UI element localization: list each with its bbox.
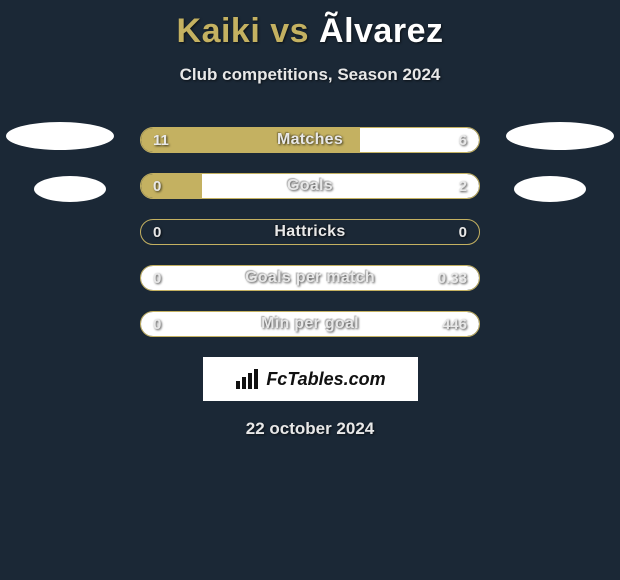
stat-row: 0446Min per goal (140, 311, 480, 337)
stat-row: 02Goals (140, 173, 480, 199)
comparison-title: Kaiki vs Ãlvarez (0, 0, 620, 51)
player1-name: Kaiki (177, 12, 261, 50)
decor-ellipse (506, 122, 614, 150)
source-badge-text: FcTables.com (266, 369, 385, 390)
comparison-chart: 116Matches 02Goals 00Hattricks 00.33Goals p… (140, 127, 480, 337)
stat-label: Hattricks (141, 220, 479, 244)
stat-row: 00.33Goals per match (140, 265, 480, 291)
vs-text: vs (270, 12, 309, 50)
source-badge: FcTables.com (203, 357, 418, 401)
decor-ellipse (6, 122, 114, 150)
stat-label: Min per goal (141, 312, 479, 336)
player2-name: Ãlvarez (319, 12, 443, 50)
stat-label: Matches (141, 128, 479, 152)
subtitle: Club competitions, Season 2024 (0, 65, 620, 85)
decor-ellipse (34, 176, 106, 202)
decor-ellipse (514, 176, 586, 202)
stat-label: Goals per match (141, 266, 479, 290)
date-label: 22 october 2024 (0, 419, 620, 439)
stat-row: 00Hattricks (140, 219, 480, 245)
stat-row: 116Matches (140, 127, 480, 153)
stat-label: Goals (141, 174, 479, 198)
bar-chart-icon (234, 367, 262, 391)
